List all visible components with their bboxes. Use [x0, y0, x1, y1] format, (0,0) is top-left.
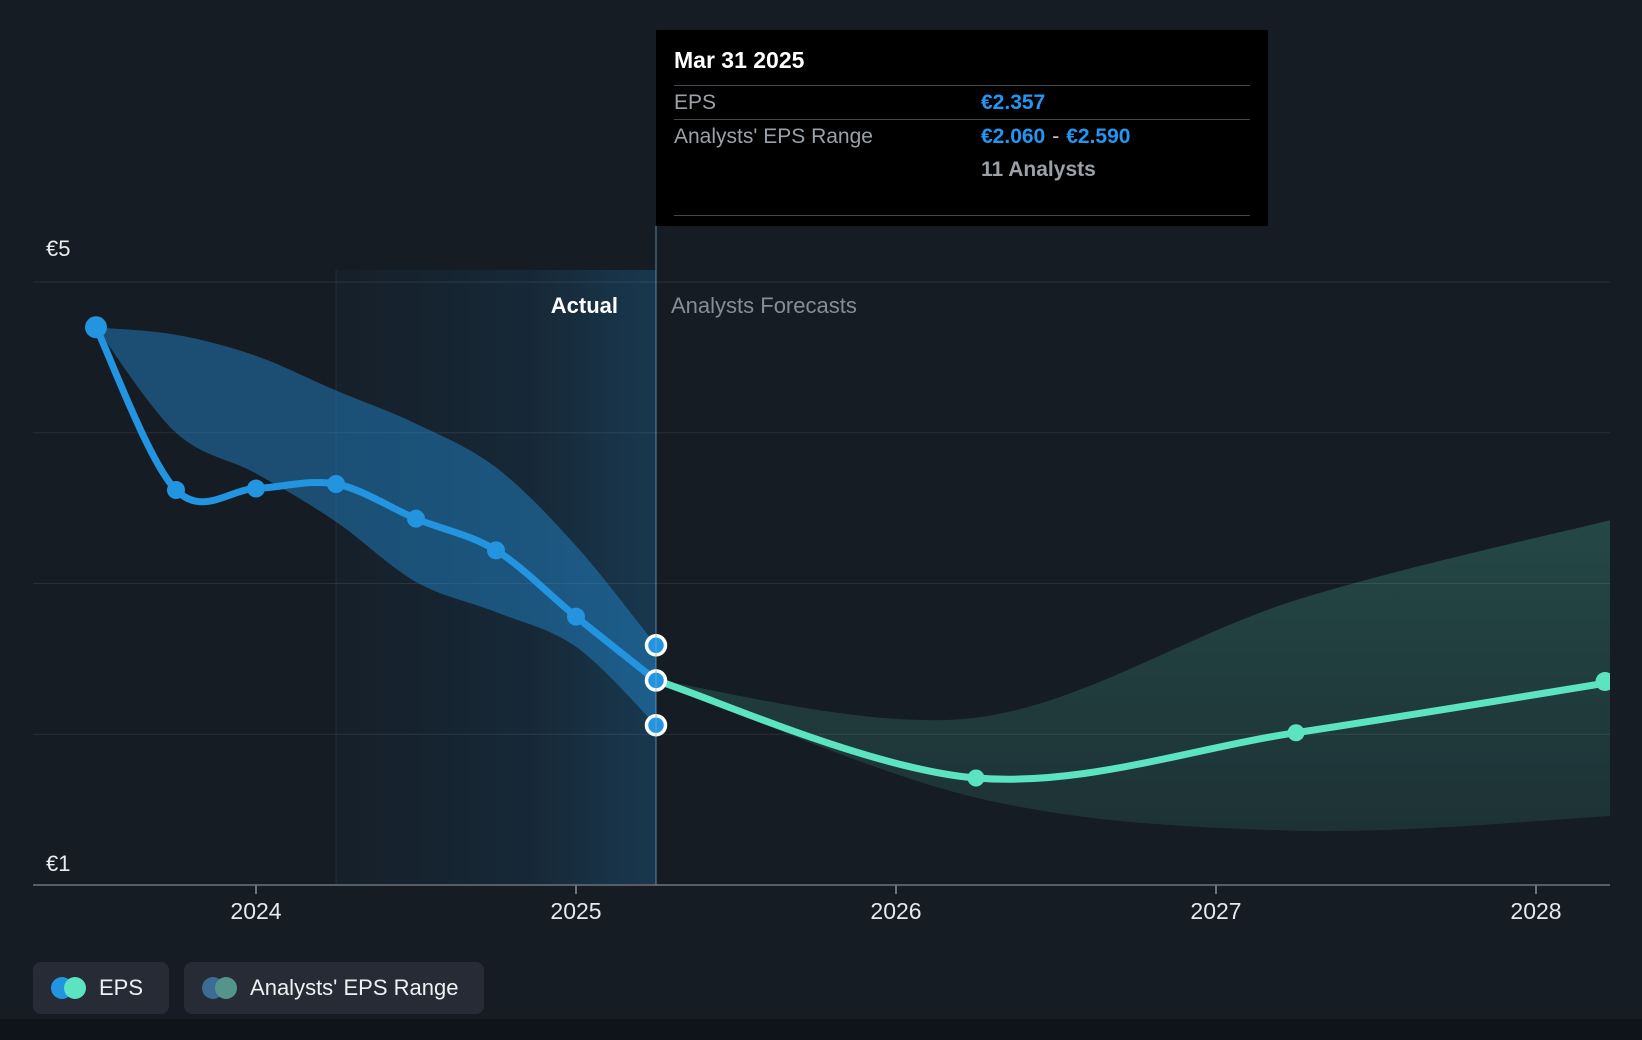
tooltip-analysts-row: 11 Analysts: [674, 153, 1250, 186]
eps-point: [85, 316, 107, 339]
tooltip-divider: [674, 119, 1250, 120]
tooltip-eps-label: EPS: [674, 90, 717, 114]
tooltip-range-value: €2.060- €2.590: [981, 124, 1131, 148]
eps-point: [327, 475, 345, 494]
tooltip-divider: [674, 215, 1250, 216]
legend-eps-label: EPS: [99, 975, 144, 1000]
legend-analysts-eps-range-label: Analysts' EPS Range: [250, 975, 459, 1000]
x-axis-label-2024: 2024: [230, 898, 282, 924]
range-legend-dot-icon: [202, 977, 238, 999]
eps-current-point: [644, 669, 668, 692]
x-axis-label-2028: 2028: [1510, 898, 1562, 924]
footer-strip: [0, 1019, 1642, 1040]
tooltip-analysts-count: 11 Analysts: [981, 157, 1096, 181]
x-axis-label-2027: 2027: [1190, 898, 1242, 924]
forecast-data-points: [967, 671, 1610, 787]
eps-current-point: [644, 634, 668, 657]
chart-legend: EPS Analysts' EPS Range: [33, 962, 485, 1014]
forecast-range-band: [656, 520, 1610, 832]
eps-point: [487, 541, 505, 560]
forecast-section-label: Analysts Forecasts: [671, 293, 857, 318]
tooltip-range-label: Analysts' EPS Range: [674, 124, 873, 148]
tooltip-divider: [674, 85, 1250, 86]
forecast-line: [652, 676, 1610, 783]
forecast-point: [967, 769, 985, 787]
tooltip-eps-row: EPS €2.357: [674, 86, 1250, 119]
eps-range-band: [96, 327, 656, 726]
chart-tooltip: Mar 31 2025 EPS €2.357 Analysts' EPS Ran…: [656, 30, 1268, 226]
eps-point: [407, 509, 425, 528]
eps-data-points: [85, 316, 668, 737]
x-axis-label-2025: 2025: [550, 898, 602, 924]
eps-current-point: [644, 713, 668, 737]
y-axis-label-bottom: €1: [46, 851, 71, 876]
eps-legend-dot-icon: [51, 977, 86, 999]
legend-eps[interactable]: EPS: [33, 962, 170, 1014]
y-axis-label-top: €5: [46, 236, 71, 261]
tooltip-date: Mar 31 2025: [674, 47, 805, 73]
tooltip-range-row: Analysts' EPS Range €2.060- €2.590: [674, 120, 1250, 153]
legend-analysts-eps-range[interactable]: Analysts' EPS Range: [184, 962, 485, 1014]
eps-point: [167, 481, 185, 500]
tooltip-eps-value: €2.357: [981, 90, 1046, 114]
highlight-region: [336, 270, 656, 885]
forecast-point: [1287, 724, 1305, 742]
x-axis-label-2026: 2026: [870, 898, 922, 924]
forecast-point: [1595, 671, 1610, 691]
eps-point: [247, 479, 265, 498]
actual-section-label: Actual: [550, 293, 618, 318]
eps-point: [567, 607, 585, 626]
